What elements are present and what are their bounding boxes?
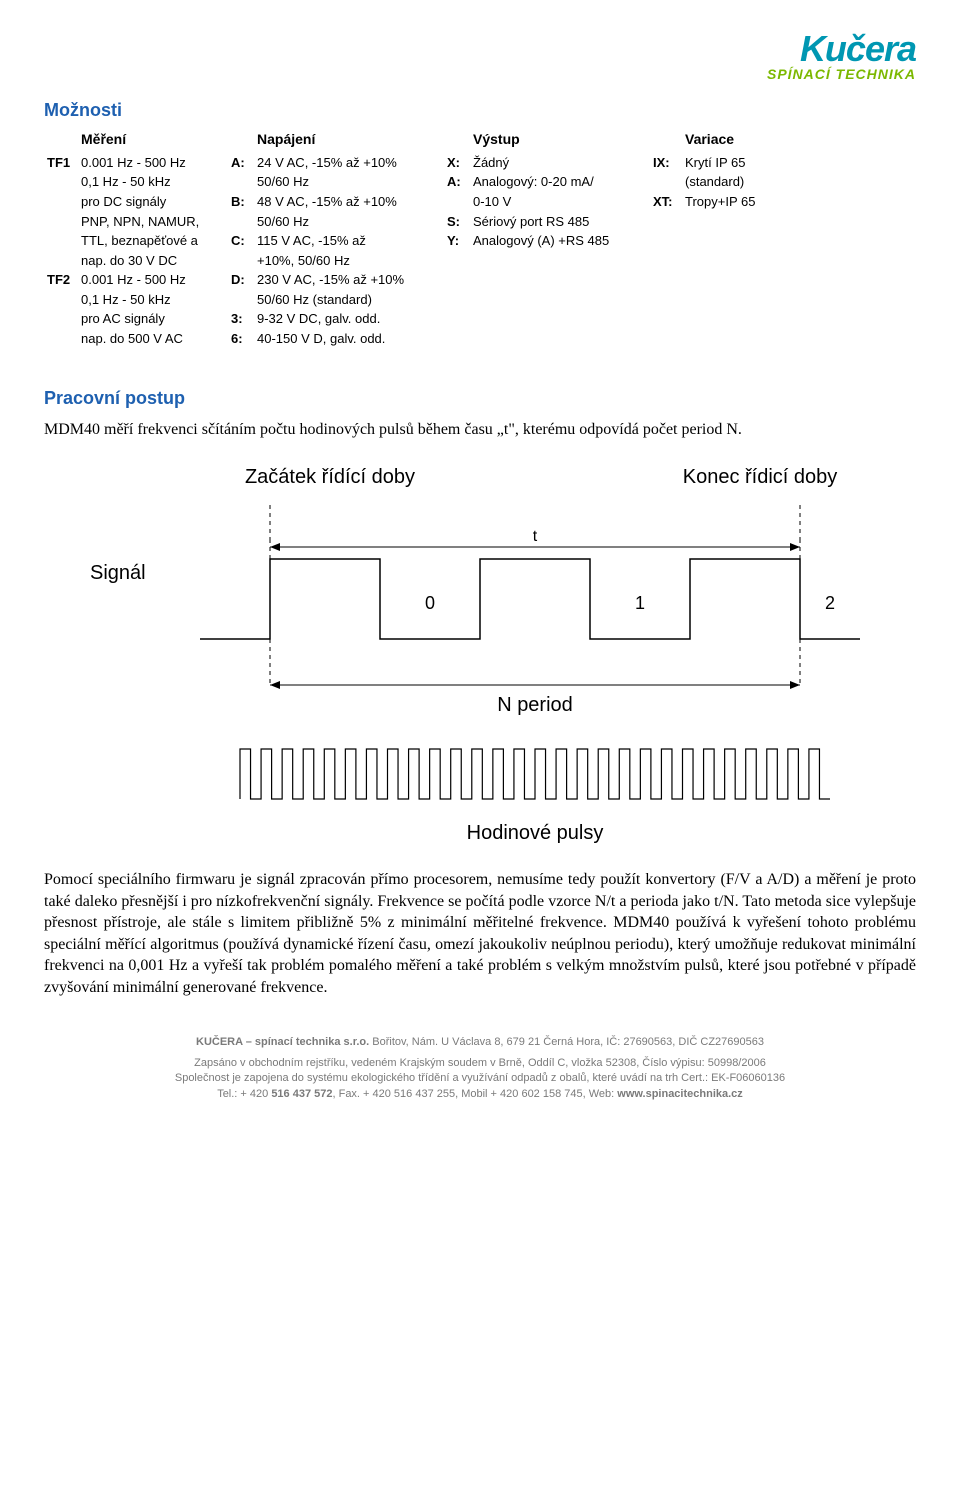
tf2-line4: nap. do 500 V AC [78,329,228,349]
tf2-code: TF2 [44,270,78,290]
header-variace: Variace [682,129,916,153]
tf2-line1: 0.001 Hz - 500 Hz [78,270,228,290]
svg-text:t: t [533,528,538,545]
nap-d-line2: 50/60 Hz (standard) [254,290,444,310]
header-mereni: Měření [78,129,228,153]
header-vystup: Výstup [470,129,650,153]
timing-diagram: Začátek řídící doby Konec řídicí doby Sign… [70,459,890,859]
svg-text:Konec řídicí doby: Konec řídicí doby [683,466,838,488]
footer-company: KUČERA – spínací technika s.r.o. [196,1036,369,1048]
var-ix-line1: Krytí IP 65 [682,153,916,173]
section-title-postup: Pracovní postup [44,388,916,409]
svg-text:Signál: Signál [90,562,146,584]
paragraph-2: Pomocí speciálního firmwaru je signál zp… [44,869,916,999]
nap-6-key: 6: [228,329,254,349]
svg-text:0: 0 [425,593,435,613]
tf2-line2: 0,1 Hz - 50 kHz [78,290,228,310]
out-a-key: A: [444,172,470,192]
nap-6-line1: 40-150 V D, galv. odd. [254,329,444,349]
tf1-line5: TTL, beznapěťové a [78,231,228,251]
footer-line2: Zapsáno v obchodním rejstříku, vedeném K… [44,1056,916,1071]
options-table: Měření Napájení Výstup Variace TF1 0.001… [44,129,916,348]
paragraph-1: MDM40 měří frekvenci sčítáním počtu hodi… [44,419,916,441]
nap-a-line1: 24 V AC, -15% až +10% [254,153,444,173]
out-x-line1: Žádný [470,153,650,173]
section-title-moznosti: Možnosti [44,100,916,121]
footer-address: Bořitov, Nám. U Václava 8, 679 21 Černá … [369,1036,764,1048]
out-y-key: Y: [444,231,470,251]
out-a-line1: Analogový: 0-20 mA/ [470,172,650,192]
nap-b-line2: 50/60 Hz [254,212,444,232]
svg-text:Hodinové pulsy: Hodinové pulsy [467,822,604,844]
out-x-key: X: [444,153,470,173]
tf1-line6: nap. do 30 V DC [78,251,228,271]
out-s-line1: Sériový port RS 485 [470,212,650,232]
svg-text:N period: N period [497,694,573,716]
out-y-line1: Analogový (A) +RS 485 [470,231,650,251]
logo-subtitle: SPÍNACÍ TECHNIKA [44,66,916,82]
nap-b-line1: 48 V AC, -15% až +10% [254,192,444,212]
footer-web: www.spinacitechnika.cz [617,1088,743,1100]
tf1-line3: pro DC signály [78,192,228,212]
logo-text: Kučera [800,28,916,70]
logo-block: Kučera SPÍNACÍ TECHNIKA [44,28,916,82]
footer-tel-prefix: Tel.: + 420 [217,1088,271,1100]
svg-text:Začátek řídící doby: Začátek řídící doby [245,466,415,488]
var-ix-key: IX: [650,153,682,173]
footer-contact: , Fax. + 420 516 437 255, Mobil + 420 60… [332,1088,617,1100]
var-ix-line2: (standard) [682,172,916,192]
out-a-line2: 0-10 V [470,192,650,212]
nap-c-key: C: [228,231,254,251]
var-xt-line1: Tropy+IP 65 [682,192,916,212]
tf1-line1: 0.001 Hz - 500 Hz [78,153,228,173]
nap-c-line1: 115 V AC, -15% až [254,231,444,251]
tf1-line4: PNP, NPN, NAMUR, [78,212,228,232]
nap-b-key: B: [228,192,254,212]
svg-text:2: 2 [825,593,835,613]
nap-3-key: 3: [228,309,254,329]
nap-d-key: D: [228,270,254,290]
nap-a-line2: 50/60 Hz [254,172,444,192]
nap-d-line1: 230 V AC, -15% až +10% [254,270,444,290]
footer-line3: Společnost je zapojena do systému ekolog… [44,1071,916,1086]
svg-text:1: 1 [635,593,645,613]
nap-a-key: A: [228,153,254,173]
tf1-line2: 0,1 Hz - 50 kHz [78,172,228,192]
out-s-key: S: [444,212,470,232]
footer: KUČERA – spínací technika s.r.o. Bořitov… [44,1035,916,1103]
header-napajeni: Napájení [254,129,444,153]
var-xt-key: XT: [650,192,682,212]
tf2-line3: pro AC signály [78,309,228,329]
nap-3-line1: 9-32 V DC, galv. odd. [254,309,444,329]
footer-tel: 516 437 572 [271,1088,332,1100]
nap-c-line2: +10%, 50/60 Hz [254,251,444,271]
tf1-code: TF1 [44,153,78,173]
